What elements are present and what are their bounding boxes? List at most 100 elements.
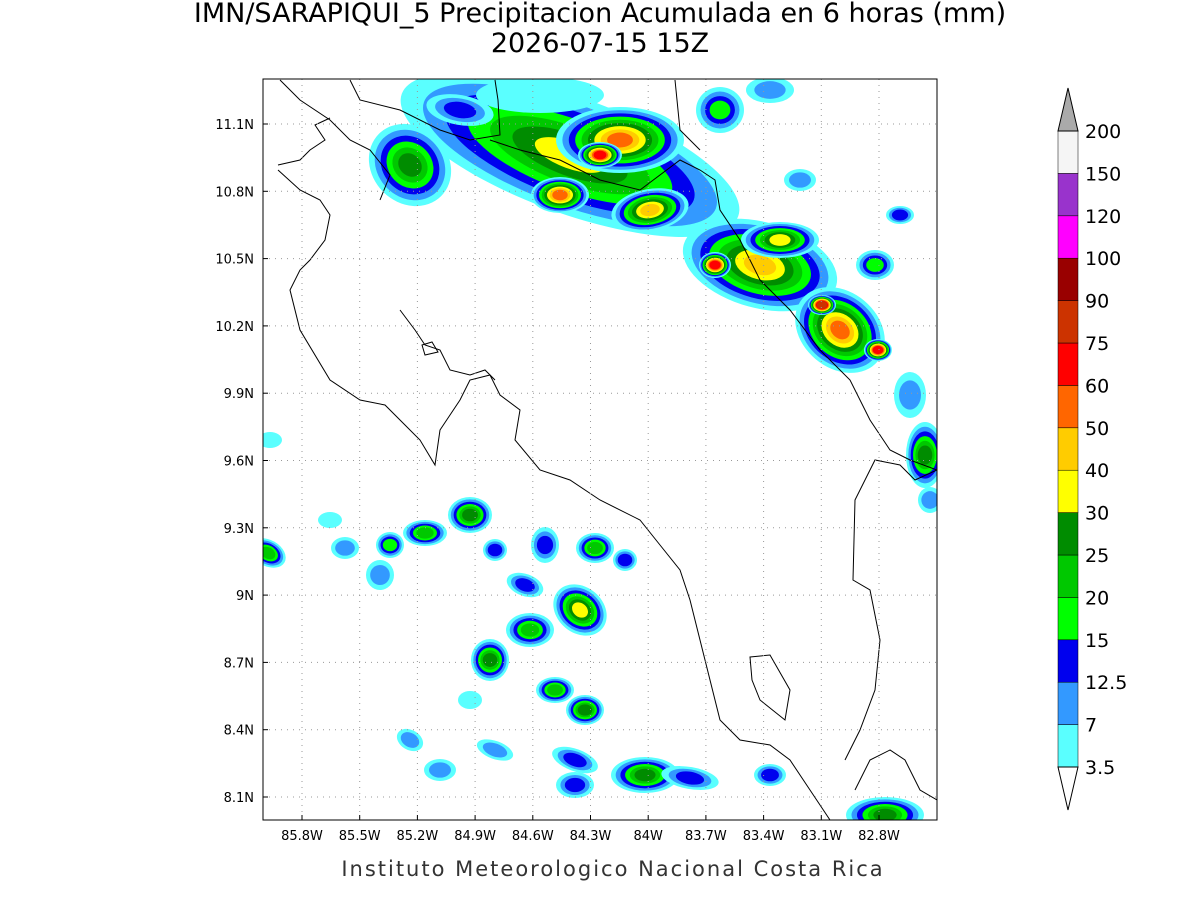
y-tick-label: 10.5N [215,253,254,268]
x-tick-label: 85.2W [396,829,438,844]
colorbar-label: 25 [1085,545,1109,567]
precip-contour [607,132,633,148]
precip-contour [891,209,909,221]
colorbar-label: 3.5 [1085,757,1115,779]
y-tick-label: 10.2N [215,320,254,335]
precip-contour [587,541,603,555]
precip-contour [866,258,884,272]
colorbar-segment [1057,724,1079,768]
precip-contour [873,808,897,820]
precip-contour [487,543,503,557]
precip-contour [335,540,355,556]
border [349,79,937,471]
colorbar-label: 120 [1085,206,1121,228]
colorbar-segment [1057,257,1079,301]
precip-contour [476,79,604,113]
precip-contour [263,546,276,560]
colorbar-under [1057,766,1079,811]
precip-contour [754,81,786,99]
precip-contour [593,150,607,160]
colorbar-label: 60 [1085,375,1109,397]
y-tick-label: 9.9N [224,387,254,402]
precip-contour [640,203,660,217]
precip-contour [370,565,390,585]
colorbar-segment [1057,469,1079,513]
precip-contour [816,301,828,309]
y-tick-label: 8.1N [224,791,254,806]
colorbar-segment [1057,342,1079,386]
x-tick-label: 82.8W [858,829,900,844]
precip-contour [564,777,586,793]
x-tick-label: 83.7W [685,829,727,844]
precip-contour [482,742,508,758]
axes: 85.8W 85.5W 85.2W 84.9W 84.6W 84.3W 84W 83.7W 83… [215,79,937,844]
precip-contour [520,623,540,637]
precip-contour [458,691,482,709]
y-tick-label: 10.8N [215,185,254,200]
precip-contour [398,153,422,177]
x-tick-label: 84W [633,829,663,844]
coastline [749,654,791,721]
precip-contour [577,704,593,716]
precip-contour [634,768,656,782]
colorbar-segment [1057,597,1079,641]
coastline [399,309,496,381]
colorbar-segment [1057,385,1079,429]
precip-contour [617,553,633,567]
colorbar-segment [1057,554,1079,598]
precip-contour [769,234,791,246]
precip-contour [709,100,731,120]
colorbar-label: 75 [1085,333,1109,355]
footer: Instituto Meteorologico Nacional Costa R… [341,857,884,881]
subtitle: 2026-07-15 15Z [491,28,709,59]
colorbar-label: 15 [1085,630,1109,652]
colorbar-segment [1057,639,1079,683]
coastline [854,749,937,801]
precip-contour [552,189,568,201]
precip-contour [536,535,554,555]
precip-contour [400,732,420,748]
colorbar-label: 30 [1085,503,1109,525]
colorbar-segment [1057,681,1079,725]
precip-contour [872,345,884,355]
colorbar-label: 40 [1085,460,1109,482]
colorbar-segment [1057,300,1079,344]
precip-contour [547,684,563,696]
colorbar-over [1057,87,1079,132]
y-tick-label: 11.1N [215,118,254,133]
precip-contour [709,260,721,270]
colorbar-label: 200 [1085,121,1121,143]
precip-contour [572,602,588,618]
x-tick-label: 85.5W [339,829,381,844]
precip-contour [318,512,342,528]
precip-contour [761,768,779,782]
y-tick-label: 9.3N [224,522,254,537]
precip-contour [416,527,434,539]
precip-contour [921,491,937,509]
title: IMN/SARAPIQUI_5 Precipitacion Acumulada … [194,0,1006,29]
colorbar-label: 7 [1085,715,1097,737]
precip-contour [263,432,282,448]
x-tick-label: 84.6W [512,829,554,844]
precip-contour [429,762,451,778]
y-tick-label: 8.7N [224,656,254,671]
colorbar-segment [1057,130,1079,174]
precip-contour [789,172,811,188]
colorbar-label: 100 [1085,248,1121,270]
colorbar-segment [1057,173,1079,217]
precip-contour [917,445,933,465]
colorbar: 3.5 7 12.5 15 20 25 30 40 50 60 75 90 100 120 150 200 [1057,87,1127,811]
precip-contour [462,508,478,522]
y-tick-label: 8.4N [224,724,254,739]
colorbar-label: 20 [1085,587,1109,609]
colorbar-label: 150 [1085,163,1121,185]
precip-contour [382,538,398,552]
precip-contour [563,752,587,768]
y-tick-label: 9.6N [224,455,254,470]
coastline [844,459,937,761]
x-tick-label: 85.8W [281,829,323,844]
precip-contour [899,380,921,410]
colorbar-segment [1057,512,1079,556]
x-tick-label: 83.4W [743,829,785,844]
